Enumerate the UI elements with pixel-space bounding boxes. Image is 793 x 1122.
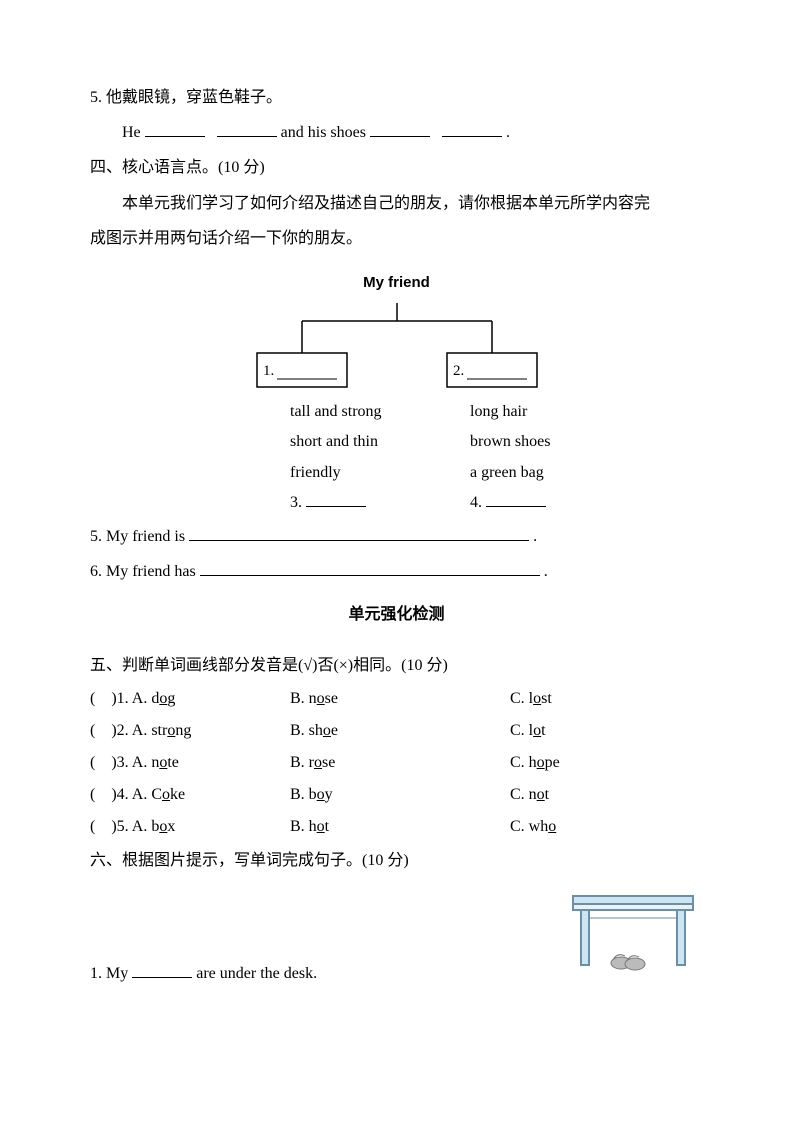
q5-period: .: [506, 124, 510, 141]
opt-a: ( )3. A. note: [90, 747, 290, 779]
sec4-heading: 四、核心语言点。(10 分): [90, 150, 703, 185]
sub-header: 单元强化检测: [90, 597, 703, 632]
q5-blank-2[interactable]: [217, 120, 277, 137]
col2-r1: long hair: [470, 397, 650, 427]
q5-en-1: He: [122, 124, 145, 141]
friend-diagram: My friend 1. 2.: [247, 266, 547, 393]
sec6-heading: 六、根据图片提示，写单词完成句子。(10 分): [90, 843, 703, 878]
sec4-line5: 5. My friend is .: [90, 519, 703, 554]
desk-illustration: [563, 888, 703, 991]
q5-num: 5.: [90, 89, 102, 106]
opt-c: C. lost: [510, 683, 630, 715]
sec6-line1a: 1. My: [90, 965, 132, 982]
col-right: long hair brown shoes a green bag 4.: [470, 397, 650, 519]
opt-b: B. rose: [290, 747, 510, 779]
sec5-row: ( )5. A. boxB. hotC. who: [90, 811, 703, 843]
blank-4[interactable]: [486, 490, 546, 507]
col2-r2: brown shoes: [470, 427, 650, 457]
sec4-intro1: 本单元我们学习了如何介绍及描述自己的朋友，请你根据本单元所学内容完: [90, 186, 703, 221]
col2-r3: a green bag: [470, 458, 650, 488]
line6-text: 6. My friend has: [90, 563, 196, 580]
sec5-row: ( )4. A. CokeB. boyC. not: [90, 779, 703, 811]
col2-r4: 4.: [470, 488, 650, 518]
col1-r3: friendly: [290, 458, 470, 488]
opt-b: B. nose: [290, 683, 510, 715]
line6-period: .: [544, 563, 548, 580]
opt-a: ( )2. A. strong: [90, 715, 290, 747]
sec5-heading: 五、判断单词画线部分发音是(√)否(×)相同。(10 分): [90, 648, 703, 683]
blank-line6[interactable]: [200, 559, 540, 576]
opt-a: ( )1. A. dog: [90, 683, 290, 715]
opt-a: ( )4. A. Coke: [90, 779, 290, 811]
col1-r4: 3.: [290, 488, 470, 518]
sec4-intro2: 成图示并用两句话介绍一下你的朋友。: [90, 221, 703, 256]
q5-blank-1[interactable]: [145, 120, 205, 137]
sec5-row: ( )2. A. strongB. shoeC. lot: [90, 715, 703, 747]
sec4-line6: 6. My friend has .: [90, 554, 703, 589]
opt-b: B. hot: [290, 811, 510, 843]
box2-label: 2.: [453, 363, 464, 379]
q5-zh: 5. 他戴眼镜，穿蓝色鞋子。: [90, 80, 703, 115]
line5-text: 5. My friend is: [90, 528, 185, 545]
worksheet-page: 5. 他戴眼镜，穿蓝色鞋子。 He and his shoes . 四、核心语言…: [0, 0, 793, 1122]
sec6-line1b: are under the desk.: [196, 965, 317, 982]
q5-en: He and his shoes .: [90, 115, 703, 150]
opt-b: B. boy: [290, 779, 510, 811]
opt-b: B. shoe: [290, 715, 510, 747]
opt-a: ( )5. A. box: [90, 811, 290, 843]
col-left: tall and strong short and thin friendly …: [290, 397, 470, 519]
sec6-q1-block: 1. My are under the desk.: [90, 888, 703, 991]
box1-label: 1.: [263, 363, 274, 379]
opt-c: C. lot: [510, 715, 630, 747]
blank-line5[interactable]: [189, 524, 529, 541]
q5-blank-3[interactable]: [370, 120, 430, 137]
diagram-columns: tall and strong short and thin friendly …: [290, 397, 703, 519]
sec6-blank[interactable]: [132, 961, 192, 978]
opt-c: C. hope: [510, 747, 630, 779]
col1-r1: tall and strong: [290, 397, 470, 427]
sec5-row: ( )1. A. dogB. noseC. lost: [90, 683, 703, 715]
diagram-title: My friend: [247, 266, 547, 299]
sec6-q1-text: 1. My are under the desk.: [90, 956, 563, 991]
col1-r2: short and thin: [290, 427, 470, 457]
opt-c: C. not: [510, 779, 630, 811]
sec5-row: ( )3. A. noteB. roseC. hope: [90, 747, 703, 779]
q5-blank-4[interactable]: [442, 120, 502, 137]
sec5-rows: ( )1. A. dogB. noseC. lost( )2. A. stron…: [90, 683, 703, 843]
row3b: 4.: [470, 494, 486, 511]
row3a: 3.: [290, 494, 306, 511]
line5-period: .: [533, 528, 537, 545]
q5-zh-text: 他戴眼镜，穿蓝色鞋子。: [106, 89, 282, 106]
q5-en-2: and his shoes: [281, 124, 366, 141]
blank-3[interactable]: [306, 490, 366, 507]
diagram-svg: 1. 2.: [247, 303, 547, 393]
opt-c: C. who: [510, 811, 630, 843]
